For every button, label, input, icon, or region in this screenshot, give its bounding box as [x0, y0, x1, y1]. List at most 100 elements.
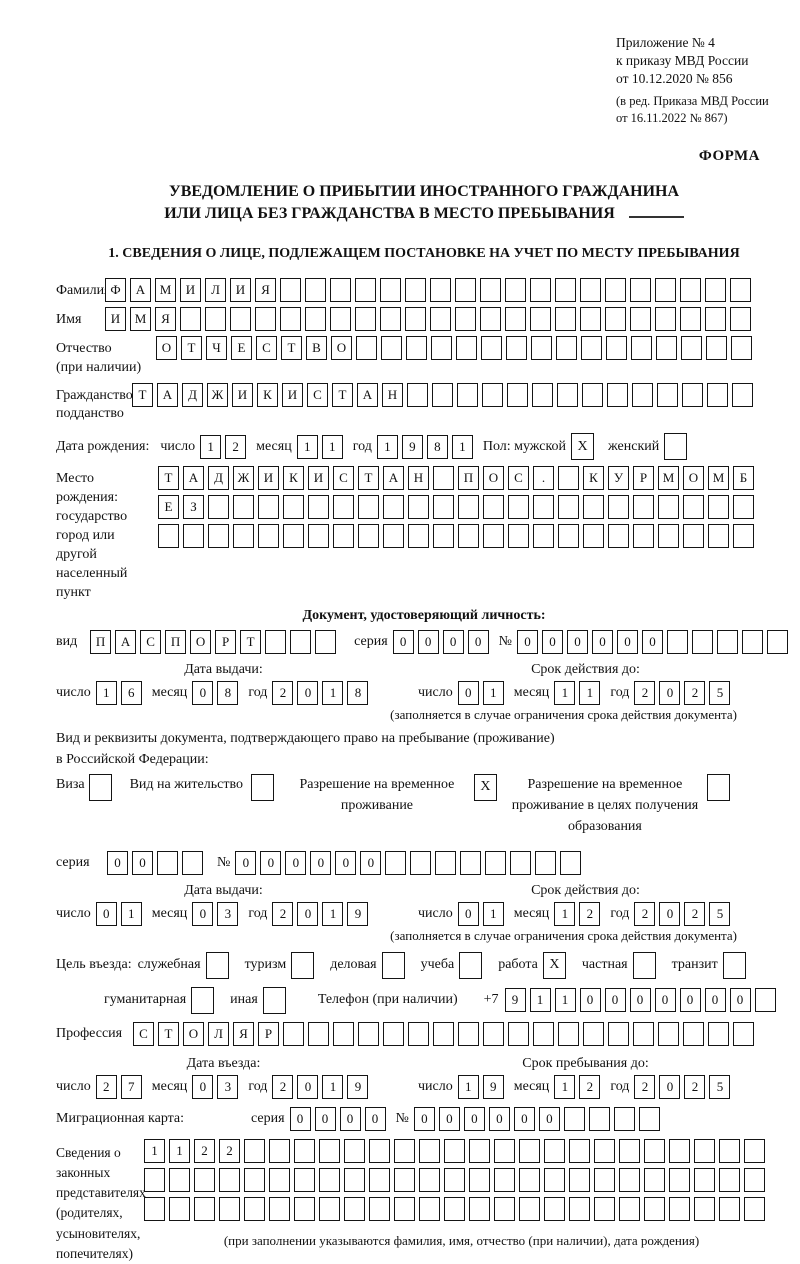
- form-cell[interactable]: 0: [457, 680, 479, 705]
- form-cell[interactable]: [644, 1167, 665, 1192]
- form-cell[interactable]: [733, 524, 754, 549]
- form-cell[interactable]: X: [473, 773, 497, 801]
- form-cell[interactable]: [410, 850, 432, 875]
- form-cell[interactable]: 5: [709, 901, 731, 926]
- form-cell[interactable]: [717, 629, 738, 654]
- form-cell[interactable]: 2: [272, 680, 294, 705]
- form-cell[interactable]: [580, 277, 601, 302]
- form-cell[interactable]: [381, 951, 405, 979]
- form-cell[interactable]: [408, 524, 429, 549]
- form-cell[interactable]: [433, 524, 454, 549]
- form-cell[interactable]: С: [140, 629, 162, 654]
- form-cell[interactable]: [605, 306, 626, 331]
- form-cell[interactable]: [558, 466, 579, 491]
- form-cell[interactable]: [533, 1021, 554, 1046]
- form-cell[interactable]: 1: [321, 434, 343, 459]
- form-cell[interactable]: О: [683, 466, 704, 491]
- sex-male-checkbox[interactable]: X: [571, 433, 598, 461]
- form-cell[interactable]: [469, 1196, 490, 1221]
- form-cell[interactable]: 9: [482, 1074, 504, 1099]
- form-cell[interactable]: [408, 1021, 429, 1046]
- form-cell[interactable]: 0: [542, 629, 563, 654]
- form-cell[interactable]: [556, 335, 577, 360]
- form-cell[interactable]: Р: [215, 629, 237, 654]
- form-cell[interactable]: [619, 1167, 640, 1192]
- form-cell[interactable]: [708, 495, 729, 520]
- form-cell[interactable]: 0: [659, 680, 681, 705]
- form-cell[interactable]: [344, 1138, 365, 1163]
- form-cell[interactable]: 0: [659, 901, 681, 926]
- form-cell[interactable]: Я: [233, 1021, 254, 1046]
- form-cell[interactable]: 0: [310, 850, 332, 875]
- form-cell[interactable]: Т: [181, 335, 202, 360]
- form-cell[interactable]: Б: [733, 466, 754, 491]
- form-cell[interactable]: [558, 1021, 579, 1046]
- form-cell[interactable]: [315, 629, 337, 654]
- form-cell[interactable]: 0: [335, 850, 357, 875]
- form-cell[interactable]: 0: [704, 988, 726, 1013]
- form-cell[interactable]: [283, 495, 304, 520]
- form-cell[interactable]: 9: [504, 988, 526, 1013]
- form-cell[interactable]: [205, 951, 229, 979]
- form-cell[interactable]: [569, 1196, 590, 1221]
- form-cell[interactable]: [519, 1167, 540, 1192]
- form-cell[interactable]: 0: [417, 629, 439, 654]
- form-cell[interactable]: 0: [438, 1106, 460, 1131]
- form-cell[interactable]: П: [90, 629, 112, 654]
- form-cell[interactable]: [644, 1138, 665, 1163]
- form-cell[interactable]: Ж: [233, 466, 254, 491]
- form-cell[interactable]: [169, 1196, 190, 1221]
- form-cell[interactable]: [680, 306, 701, 331]
- form-cell[interactable]: 2: [95, 1074, 117, 1099]
- form-cell[interactable]: [683, 1021, 704, 1046]
- form-cell[interactable]: X: [571, 433, 595, 461]
- form-cell[interactable]: [519, 1138, 540, 1163]
- form-cell[interactable]: [407, 382, 428, 407]
- form-cell[interactable]: 0: [297, 901, 319, 926]
- form-cell[interactable]: [385, 850, 407, 875]
- form-cell[interactable]: [244, 1138, 265, 1163]
- form-cell[interactable]: И: [180, 277, 201, 302]
- form-cell[interactable]: Т: [158, 1021, 179, 1046]
- form-cell[interactable]: 1: [322, 901, 344, 926]
- form-cell[interactable]: Р: [633, 466, 654, 491]
- form-cell[interactable]: Ф: [105, 277, 126, 302]
- form-cell[interactable]: 1: [554, 680, 576, 705]
- form-cell[interactable]: [519, 1196, 540, 1221]
- form-cell[interactable]: [683, 524, 704, 549]
- form-cell[interactable]: 0: [463, 1106, 485, 1131]
- form-cell[interactable]: 8: [426, 434, 448, 459]
- form-cell[interactable]: 1: [376, 434, 398, 459]
- form-cell[interactable]: 1: [482, 901, 504, 926]
- form-cell[interactable]: [383, 1021, 404, 1046]
- form-cell[interactable]: [191, 986, 215, 1014]
- form-cell[interactable]: [730, 306, 751, 331]
- form-cell[interactable]: [283, 524, 304, 549]
- form-cell[interactable]: [705, 306, 726, 331]
- form-cell[interactable]: 9: [347, 1074, 369, 1099]
- form-cell[interactable]: [419, 1167, 440, 1192]
- form-cell[interactable]: [535, 850, 557, 875]
- form-cell[interactable]: [280, 277, 301, 302]
- form-cell[interactable]: [544, 1138, 565, 1163]
- form-cell[interactable]: [531, 335, 552, 360]
- form-cell[interactable]: 8: [347, 680, 369, 705]
- purpose-work-checkbox[interactable]: X: [542, 951, 570, 979]
- form-cell[interactable]: [459, 951, 483, 979]
- form-cell[interactable]: [333, 1021, 354, 1046]
- form-cell[interactable]: [406, 335, 427, 360]
- form-cell[interactable]: [356, 335, 377, 360]
- form-cell[interactable]: 0: [729, 988, 751, 1013]
- form-cell[interactable]: [682, 382, 703, 407]
- form-cell[interactable]: [507, 382, 528, 407]
- form-cell[interactable]: С: [256, 335, 277, 360]
- form-cell[interactable]: А: [357, 382, 378, 407]
- form-cell[interactable]: С: [508, 466, 529, 491]
- form-cell[interactable]: А: [157, 382, 178, 407]
- form-cell[interactable]: [494, 1196, 515, 1221]
- form-cell[interactable]: 0: [538, 1106, 560, 1131]
- form-cell[interactable]: [294, 1167, 315, 1192]
- form-cell[interactable]: С: [333, 466, 354, 491]
- form-cell[interactable]: [692, 629, 713, 654]
- form-cell[interactable]: [510, 850, 532, 875]
